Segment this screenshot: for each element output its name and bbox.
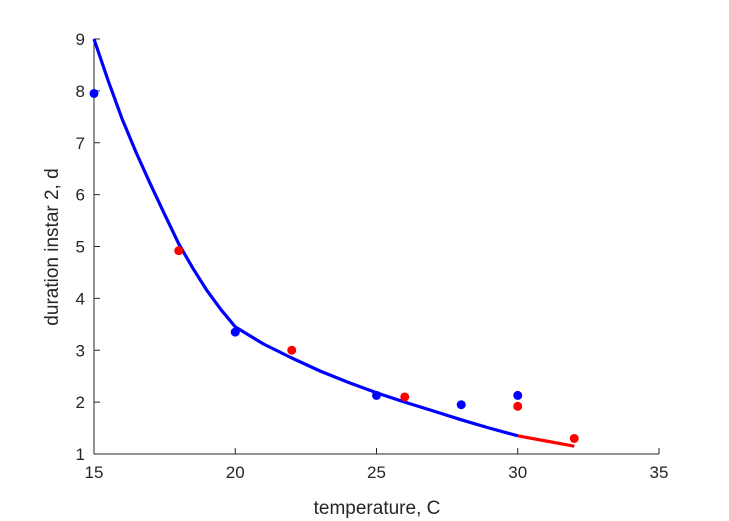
data-point — [513, 401, 523, 411]
x-tick-label: 30 — [508, 463, 527, 482]
y-tick-label: 9 — [76, 30, 85, 49]
y-tick-label: 3 — [76, 341, 85, 360]
y-tick-label: 5 — [76, 238, 85, 257]
y-tick-label: 7 — [76, 134, 85, 153]
x-tick-label: 15 — [85, 463, 104, 482]
ticks: 15 20 25 30 35 1 2 3 4 5 6 7 8 9 — [76, 30, 669, 482]
fit-line-2 — [92, 38, 519, 438]
y-tick-label: 4 — [76, 289, 85, 308]
y-axis-label: duration instar 2, d — [42, 168, 63, 325]
data-point — [513, 390, 523, 400]
y-tick-label: 6 — [76, 186, 85, 205]
x-axis-label: temperature, C — [314, 498, 441, 519]
data-point — [287, 345, 297, 355]
y-tick-label: 1 — [76, 445, 85, 464]
data-point — [230, 327, 240, 337]
x-tick-label: 35 — [650, 463, 669, 482]
x-tick-label: 25 — [367, 463, 386, 482]
data-point — [569, 433, 579, 443]
fit-line-3 — [517, 434, 575, 448]
fit-lines — [92, 38, 575, 448]
x-tick-label: 20 — [226, 463, 245, 482]
y-tick-label: 2 — [76, 393, 85, 412]
data-point — [372, 390, 381, 400]
data-points — [89, 88, 579, 443]
y-tick-label: 8 — [76, 82, 85, 101]
data-point — [174, 246, 184, 256]
data-point — [89, 88, 99, 98]
data-point — [400, 392, 410, 402]
data-point — [456, 400, 466, 410]
